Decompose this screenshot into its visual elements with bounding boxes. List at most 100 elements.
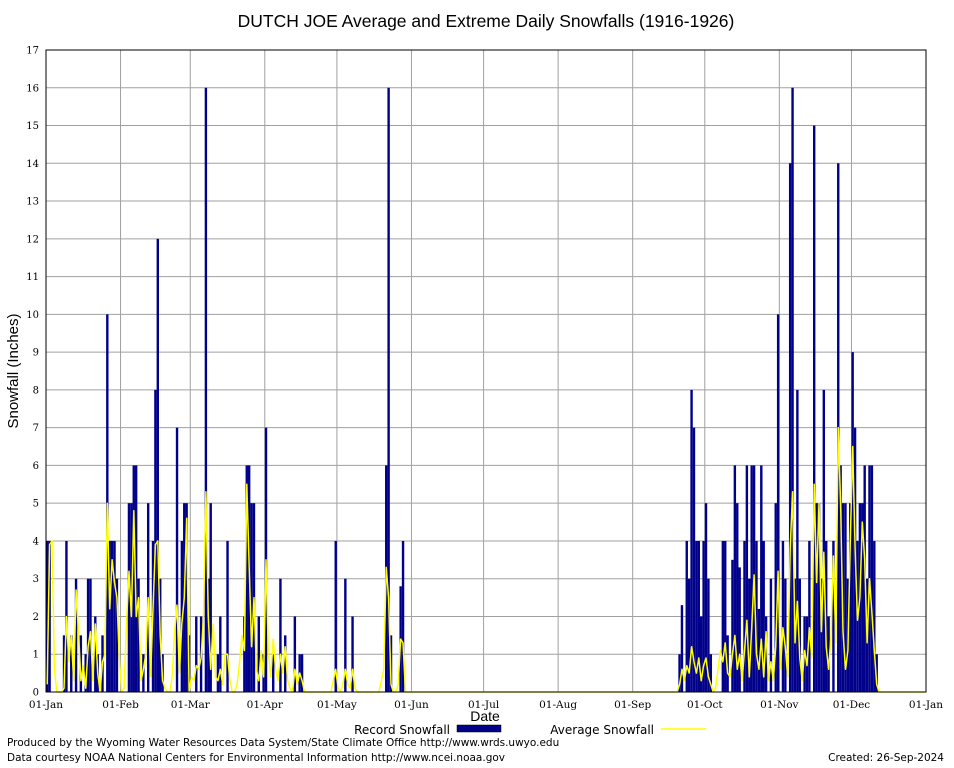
y-tick-label: 4 — [33, 536, 39, 547]
legend: Record Snowfall Average Snowfall — [354, 723, 706, 737]
x-tick-label: 01-Dec — [833, 699, 871, 711]
record-bar — [108, 540, 111, 692]
record-bar — [815, 503, 818, 692]
chart-title: DUTCH JOE Average and Extreme Daily Snow… — [238, 11, 735, 31]
record-bar — [175, 427, 179, 692]
x-tick-label: 01-Jan — [909, 699, 943, 711]
x-tick-label: 01-Oct — [687, 699, 723, 711]
record-bar — [724, 540, 727, 692]
x-ticks: 01-Jan 01-Feb 01-Mar 01-Apr 01-May 01-Jun 01-J… — [29, 699, 943, 711]
record-bar — [387, 87, 390, 692]
record-bar — [115, 578, 119, 692]
record-bar — [788, 163, 792, 692]
y-tick-label: 12 — [26, 234, 39, 245]
y-tick-label: 9 — [33, 348, 39, 359]
plot-frame — [45, 49, 927, 693]
record-bar — [781, 540, 785, 692]
record-bar — [207, 578, 210, 692]
record-bar — [743, 540, 746, 692]
x-tick-label: 01-May — [317, 699, 357, 711]
record-bar — [776, 314, 780, 692]
record-bar — [250, 503, 253, 692]
x-tick-label: 01-Jul — [468, 699, 500, 711]
record-bar — [134, 465, 138, 692]
record-bar — [401, 540, 405, 692]
record-bar — [820, 578, 823, 692]
x-tick-label: 01-Feb — [102, 699, 139, 711]
record-bar — [755, 540, 758, 692]
record-bar — [731, 559, 734, 692]
legend-record-swatch — [456, 724, 502, 733]
footer-produced-by: Produced by the Wyoming Water Resources … — [7, 737, 560, 749]
record-bar — [300, 654, 304, 692]
record-bar — [293, 616, 297, 692]
record-bar — [216, 654, 220, 692]
record-bar — [738, 567, 741, 692]
y-tick-label: 10 — [26, 310, 39, 321]
record-bar — [243, 616, 246, 692]
footer-created-date: Created: 26-Sep-2024 — [828, 752, 944, 764]
record-bar — [760, 465, 763, 692]
record-bar — [808, 540, 811, 692]
record-bar — [762, 540, 765, 692]
record-bar — [113, 540, 116, 692]
record-bar — [257, 616, 260, 692]
record-bar — [142, 654, 145, 692]
record-bar — [127, 503, 131, 692]
record-bar — [745, 465, 749, 692]
record-bar — [692, 427, 696, 692]
record-bar — [279, 578, 282, 692]
record-bar — [79, 635, 83, 692]
record-bar — [699, 616, 703, 692]
record-bar — [798, 578, 801, 692]
record-bar — [678, 654, 681, 692]
y-tick-label: 8 — [33, 385, 39, 396]
record-bar — [849, 503, 852, 692]
record-bar — [748, 578, 751, 692]
x-tick-label: 01-Sep — [614, 699, 651, 711]
record-bar — [690, 389, 693, 692]
x-tick-label: 01-Jun — [394, 699, 429, 711]
record-bar — [204, 87, 208, 692]
record-bar — [861, 503, 864, 692]
record-bar — [870, 465, 874, 692]
y-tick-label: 11 — [26, 272, 39, 283]
record-bar — [156, 238, 160, 692]
y-tick-label: 5 — [33, 499, 39, 510]
record-bar — [62, 635, 66, 692]
record-bar — [851, 352, 854, 692]
record-bar — [839, 465, 842, 692]
footer-data-courtesy: Data courtesy NOAA National Centers for … — [7, 752, 506, 764]
record-bar — [86, 578, 90, 692]
record-bar — [70, 635, 73, 692]
record-bar — [764, 616, 768, 692]
record-bar — [284, 635, 287, 692]
record-bar — [185, 503, 188, 692]
x-tick-label: 01-Jan — [29, 699, 63, 711]
record-bar — [791, 87, 794, 692]
record-bar — [822, 389, 826, 692]
record-bar — [825, 540, 828, 692]
record-bar — [812, 125, 816, 692]
record-bar — [272, 654, 275, 692]
record-bar — [769, 578, 773, 692]
record-bar — [733, 465, 737, 692]
legend-average-label: Average Snowfall — [550, 723, 654, 737]
record-bar — [110, 540, 114, 692]
y-tick-label: 13 — [26, 197, 39, 208]
record-bar — [680, 605, 684, 692]
y-tick-label: 7 — [33, 423, 39, 434]
record-bar — [685, 540, 688, 692]
record-bar — [726, 635, 729, 692]
record-bar — [46, 540, 49, 692]
record-bar — [707, 578, 710, 692]
record-bar — [245, 465, 248, 692]
record-bar — [137, 578, 140, 692]
y-axis-label: Snowfall (Inches) — [5, 313, 22, 428]
record-bar — [832, 540, 835, 692]
legend-record-label: Record Snowfall — [354, 723, 450, 737]
record-bar — [154, 389, 157, 692]
record-bar — [750, 465, 753, 692]
record-bar — [351, 616, 354, 692]
